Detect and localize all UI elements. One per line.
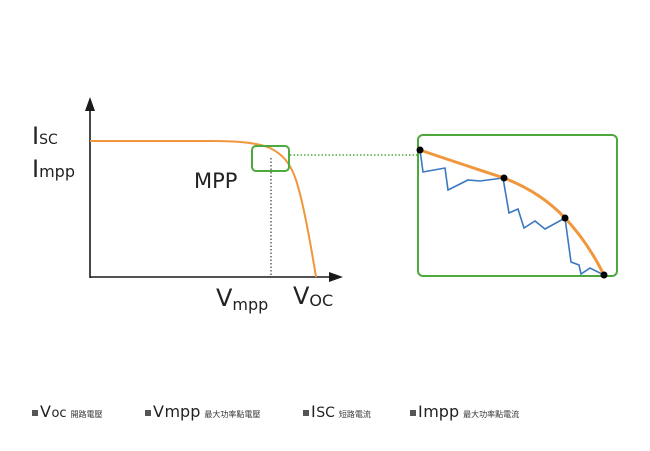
- impp-label: Impp: [32, 155, 75, 183]
- tracking-point-3: [561, 214, 569, 222]
- legend-bullet: [303, 410, 309, 416]
- legend-symbol-rest: mpp: [164, 402, 201, 421]
- voc-label: VOC: [293, 282, 333, 310]
- legend-bullet: [145, 410, 151, 416]
- legend-symbol: V: [40, 402, 52, 421]
- mpp-label: MPP: [194, 169, 237, 193]
- zoom-panel: [417, 134, 618, 277]
- legend-description: 短路電流: [338, 410, 371, 419]
- legend-symbol-rest: SC: [316, 405, 335, 421]
- legend-bullet: [32, 410, 38, 416]
- mpp-highlight-box: [251, 145, 290, 172]
- legend-description: 最大功率點電壓: [204, 410, 261, 419]
- tracking-point-1: [416, 146, 424, 154]
- tracking-point-4: [600, 271, 608, 279]
- legend-description: 最大功率點電流: [463, 410, 520, 419]
- y-axis-arrow: [85, 97, 95, 111]
- mppt-tracking-path: [419, 149, 605, 276]
- legend-description: 開路電壓: [70, 410, 103, 419]
- zoom-curve: [419, 148, 606, 276]
- legend-symbol: V: [153, 402, 165, 421]
- isc-label: ISC: [32, 122, 58, 150]
- legend-item-voc: V oc 開路電壓: [32, 402, 103, 421]
- legend-symbol: I: [311, 402, 317, 421]
- legend-symbol-rest: oc: [51, 406, 67, 421]
- iv-curve: [90, 140, 317, 278]
- legend-item-vmpp: V mpp 最大功率點電壓: [145, 402, 261, 421]
- legend-bullet: [410, 410, 416, 416]
- legend-item-impp: I mpp 最大功率點電流: [410, 402, 520, 421]
- legend-symbol-rest: mpp: [423, 402, 460, 421]
- x-axis-arrow: [329, 272, 343, 282]
- legend-item-isc: I SC 短路電流: [303, 402, 371, 421]
- legend-symbol: I: [418, 402, 424, 421]
- tracking-point-2: [500, 174, 508, 182]
- vmpp-label: Vmpp: [216, 284, 268, 314]
